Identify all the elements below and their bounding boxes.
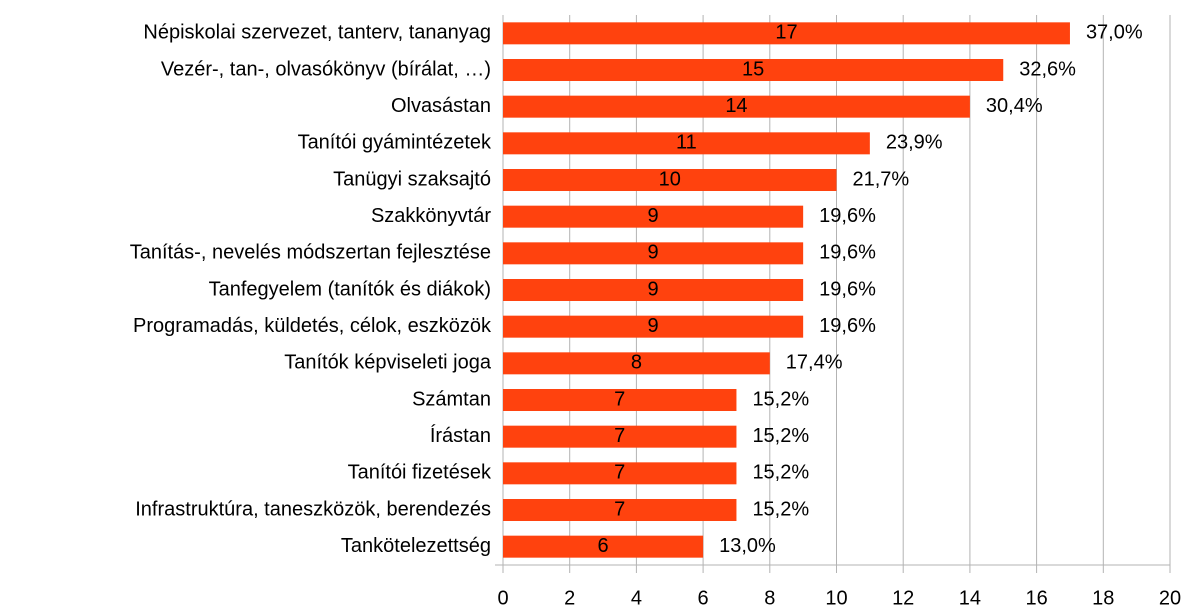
percent-label: 17,4% (786, 352, 843, 374)
percent-label: 30,4% (986, 95, 1043, 117)
x-tick-label: 8 (764, 587, 775, 609)
data-label: 9 (648, 315, 659, 337)
percent-label: 15,2% (752, 388, 809, 410)
x-tick-label: 6 (698, 587, 709, 609)
bar (503, 279, 804, 301)
bar (503, 132, 870, 155)
data-label: 14 (725, 95, 747, 117)
data-label: 9 (648, 242, 659, 264)
bar (503, 59, 1004, 81)
x-tick-label: 10 (825, 587, 847, 609)
bar (503, 425, 737, 448)
data-label: 9 (648, 278, 659, 300)
x-tick-label: 14 (959, 587, 981, 609)
x-tick-label: 0 (497, 587, 508, 609)
data-label: 9 (648, 205, 659, 227)
x-tick-label: 16 (1025, 587, 1047, 609)
data-label: 7 (614, 425, 625, 447)
category-label: Írástan (430, 424, 491, 447)
percent-label: 19,6% (819, 278, 876, 300)
category-label: Népiskolai szervezet, tanterv, tananyag (143, 22, 491, 44)
category-label: Tanítói fizetések (348, 462, 492, 484)
x-tick-label: 18 (1092, 587, 1114, 609)
data-label: 8 (631, 352, 642, 374)
data-label: 17 (775, 22, 797, 44)
percent-label: 15,2% (752, 462, 809, 484)
x-tick-label: 4 (631, 587, 642, 609)
percent-label: 32,6% (1019, 58, 1076, 80)
bar (503, 462, 737, 485)
data-label: 11 (676, 132, 697, 154)
percent-label: 23,9% (886, 132, 943, 154)
x-tick-label: 2 (564, 587, 575, 609)
x-tick-label: 20 (1159, 587, 1181, 609)
bar (503, 352, 770, 375)
category-label: Tanügyi szaksajtó (333, 168, 491, 190)
percent-label: 19,6% (819, 205, 876, 227)
data-label: 7 (614, 462, 625, 484)
bar (503, 315, 804, 338)
bar (503, 535, 704, 558)
category-label: Tanítói gyámintézetek (298, 132, 492, 154)
percent-label: 21,7% (853, 168, 910, 190)
bar (503, 242, 804, 265)
data-label: 7 (614, 388, 625, 410)
percent-label: 13,0% (719, 535, 776, 557)
data-label: 15 (742, 58, 764, 80)
percent-label: 37,0% (1086, 22, 1143, 44)
percent-label: 15,2% (752, 498, 809, 520)
bar (503, 95, 970, 118)
percent-label: 19,6% (819, 315, 876, 337)
category-label: Programadás, küldetés, célok, eszközök (133, 315, 492, 337)
data-label: 10 (659, 168, 681, 190)
category-label: Infrastruktúra, taneszközök, berendezés (135, 498, 491, 520)
bar (503, 205, 804, 228)
bar (503, 169, 837, 191)
bar (503, 22, 1070, 45)
category-label: Vezér-, tan-, olvasókönyv (bírálat, …) (161, 58, 491, 80)
data-label: 6 (597, 535, 608, 557)
category-label: Tanfegyelem (tanítók és diákok) (209, 278, 491, 300)
bar (503, 389, 737, 411)
category-label: Tanítás-, nevelés módszertan fejlesztése (130, 242, 491, 264)
percent-label: 15,2% (752, 425, 809, 447)
data-label: 7 (614, 498, 625, 520)
percent-label: 19,6% (819, 242, 876, 264)
category-label: Szakkönyvtár (371, 205, 491, 227)
bar (503, 499, 737, 521)
category-label: Tankötelezettség (341, 535, 491, 557)
category-label: Olvasástan (391, 95, 491, 117)
x-tick-label: 12 (892, 587, 914, 609)
category-label: Tanítók képviseleti joga (284, 352, 492, 374)
category-label: Számtan (412, 388, 491, 410)
